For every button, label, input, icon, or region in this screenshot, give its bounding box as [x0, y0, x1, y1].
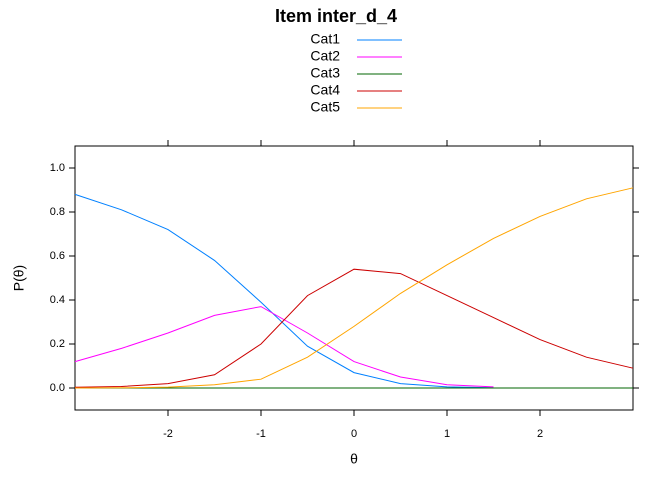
legend-label: Cat1: [310, 31, 340, 47]
x-tick-label: 1: [444, 428, 450, 440]
y-tick-label: 0.0: [50, 382, 65, 394]
legend-label: Cat4: [310, 82, 340, 98]
y-tick-label: 1.0: [50, 162, 65, 174]
y-tick-label: 0.4: [50, 294, 65, 306]
legend-label: Cat2: [310, 48, 340, 64]
x-axis-label: θ: [350, 451, 358, 467]
x-tick-label: -1: [256, 428, 266, 440]
y-tick-label: 0.8: [50, 206, 65, 218]
series-line: [74, 306, 494, 388]
legend-label: Cat5: [310, 99, 340, 115]
series-line: [74, 268, 634, 388]
x-tick-label: 0: [351, 428, 357, 440]
y-axis-label: P(θ): [11, 265, 27, 291]
series-line: [74, 187, 634, 389]
chart-title: Item inter_d_4: [275, 6, 397, 26]
series-line: [74, 193, 494, 389]
y-tick-label: 0.2: [50, 338, 65, 350]
legend-label: Cat3: [310, 65, 340, 81]
y-tick-label: 0.6: [50, 250, 65, 262]
plot-frame: [74, 145, 634, 411]
x-tick-label: 2: [537, 428, 543, 440]
x-tick-label: -2: [163, 428, 173, 440]
